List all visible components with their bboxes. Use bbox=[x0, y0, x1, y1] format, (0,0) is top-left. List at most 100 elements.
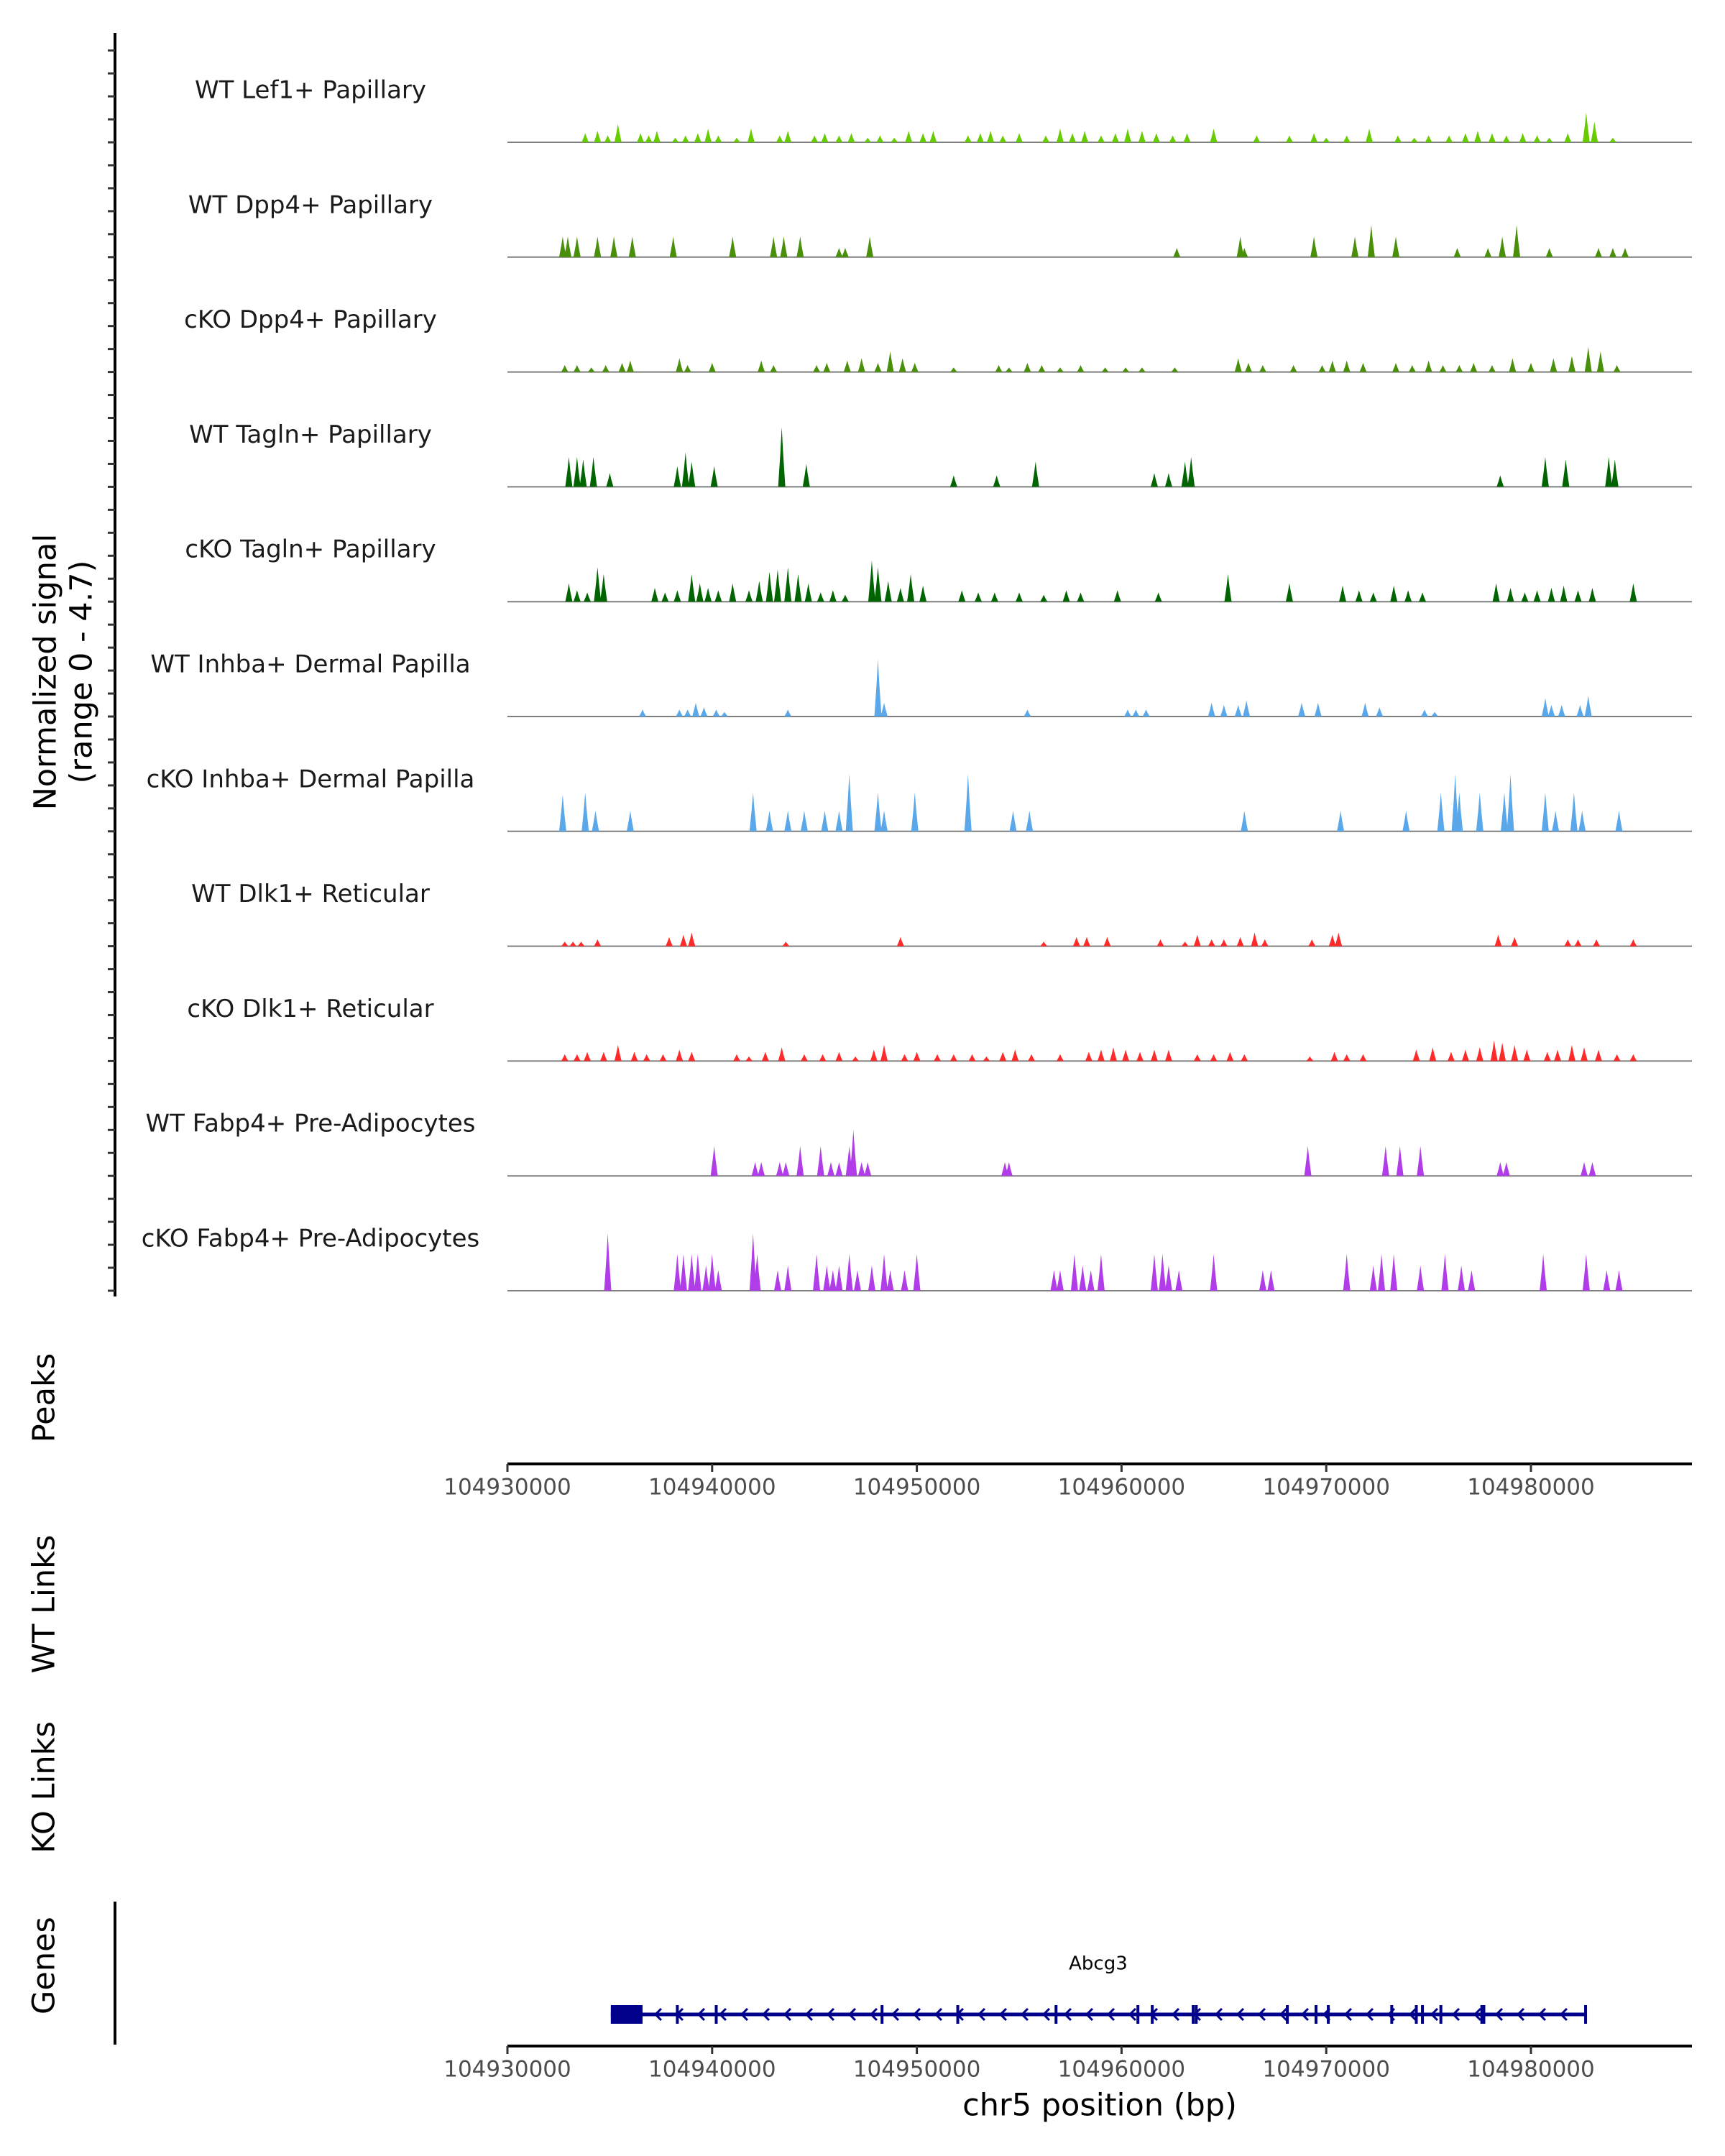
coverage-peak bbox=[1392, 362, 1400, 372]
coverage-peak bbox=[1150, 1049, 1158, 1061]
strand-arrow-icon bbox=[1149, 2007, 1159, 2022]
coverage-peak bbox=[784, 567, 792, 602]
coverage-peak bbox=[1251, 932, 1259, 946]
coverage-peak bbox=[688, 1253, 696, 1291]
coverage-peak bbox=[811, 135, 819, 142]
coverage-peak bbox=[1404, 590, 1412, 602]
coverage-peak bbox=[745, 1056, 753, 1061]
y-axis-title-line-2: (range 0 - 4.7) bbox=[64, 561, 100, 784]
coverage-peak bbox=[765, 811, 773, 831]
coverage-peak bbox=[669, 236, 677, 257]
track-cko-dpp4-papillary: cKO Dpp4+ Papillary bbox=[184, 305, 1692, 373]
coverage-peak bbox=[782, 1162, 790, 1176]
coverage-peak bbox=[1506, 774, 1514, 831]
x-tick-label: 104930000 bbox=[443, 2057, 571, 2083]
coverage-peak bbox=[1136, 1051, 1144, 1061]
coverage-peak bbox=[1304, 1146, 1312, 1176]
coverage-peak bbox=[993, 475, 1000, 487]
strand-arrow-icon bbox=[1365, 2007, 1374, 2022]
x-tick-label: 104960000 bbox=[1058, 2057, 1186, 2083]
coverage-peak bbox=[599, 1051, 607, 1061]
coverage-peak bbox=[874, 659, 882, 717]
coverage-peak bbox=[1220, 705, 1228, 717]
coverage-peak bbox=[1123, 128, 1131, 142]
coverage-peak bbox=[995, 365, 1003, 372]
coverage-peak bbox=[1410, 137, 1418, 142]
coverage-peak bbox=[749, 1233, 757, 1291]
strand-arrow-icon bbox=[675, 2007, 684, 2022]
coverage-peak bbox=[1330, 1051, 1338, 1061]
track-wt-inhba-dermal-papilla: WT Inhba+ Dermal Papilla bbox=[150, 650, 1692, 717]
coverage-peak bbox=[1581, 1162, 1588, 1176]
coverage-peak bbox=[1103, 936, 1111, 946]
coverage-peak bbox=[876, 135, 884, 142]
coverage-peak bbox=[1492, 583, 1500, 602]
coverage-peak bbox=[1306, 1056, 1314, 1061]
coverage-peak bbox=[1236, 936, 1244, 946]
coverage-peak bbox=[653, 131, 661, 142]
coverage-peak bbox=[710, 1146, 718, 1176]
coverage-peak bbox=[643, 1054, 650, 1061]
coverage-peak bbox=[673, 590, 681, 602]
strand-arrow-icon bbox=[1516, 2007, 1525, 2022]
strand-arrow-icon bbox=[955, 2007, 965, 2022]
coverage-peak bbox=[1079, 1265, 1087, 1291]
coverage-peak bbox=[1431, 711, 1439, 717]
track-cko-inhba-dermal-papilla: cKO Inhba+ Dermal Papilla bbox=[147, 765, 1692, 832]
coverage-peak bbox=[758, 1162, 765, 1176]
coverage-peak bbox=[1521, 592, 1529, 602]
coverage-peak bbox=[1110, 1047, 1118, 1061]
track-wt-dpp4-papillary: WT Dpp4+ Papillary bbox=[188, 190, 1692, 258]
coverage-peak bbox=[1285, 135, 1293, 142]
coverage-peak bbox=[1499, 1042, 1506, 1061]
coverage-peak bbox=[599, 573, 607, 602]
coverage-peak bbox=[919, 133, 927, 142]
coverage-peak bbox=[816, 1146, 824, 1176]
x-tick-label: 104970000 bbox=[1262, 1475, 1390, 1501]
coverage-peak bbox=[573, 365, 581, 372]
coverage-peak bbox=[1210, 1253, 1218, 1291]
coverage-peak bbox=[829, 1270, 837, 1291]
coverage-peak bbox=[1541, 456, 1549, 487]
coverage-peak bbox=[681, 135, 689, 142]
coverage-peak bbox=[794, 573, 802, 602]
coverage-peak bbox=[1328, 360, 1336, 372]
coverage-peak bbox=[1298, 702, 1306, 717]
coverage-peak bbox=[964, 135, 972, 142]
coverage-peak bbox=[896, 588, 904, 602]
gene-exon bbox=[1390, 2005, 1394, 2024]
coverage-peak bbox=[823, 1265, 831, 1291]
coverage-peak bbox=[964, 774, 972, 831]
gene-exon bbox=[714, 2005, 718, 2024]
coverage-peak bbox=[802, 464, 810, 487]
coverage-peak bbox=[1220, 939, 1228, 946]
coverage-peak bbox=[589, 456, 597, 487]
coverage-peak bbox=[1615, 811, 1623, 831]
coverage-peak bbox=[1138, 367, 1146, 372]
x-tick-label: 104980000 bbox=[1467, 2057, 1595, 2083]
gene-exon-block bbox=[610, 2005, 643, 2024]
coverage-peak bbox=[1420, 709, 1428, 717]
coverage-peak bbox=[1328, 934, 1336, 946]
coverage-peak bbox=[1451, 774, 1459, 831]
coverage-peak bbox=[1243, 700, 1251, 717]
gene-exon bbox=[1584, 2005, 1588, 2024]
coverage-peak bbox=[1582, 112, 1590, 142]
strand-arrow-icon bbox=[1041, 2007, 1051, 2022]
coverage-peak bbox=[753, 1253, 761, 1291]
coverage-peak bbox=[630, 1051, 638, 1061]
track-label: cKO Inhba+ Dermal Papilla bbox=[147, 765, 475, 793]
coverage-peak bbox=[1496, 475, 1504, 487]
coverage-peak bbox=[1056, 1054, 1064, 1061]
coverage-peak bbox=[708, 362, 716, 372]
coverage-peak bbox=[1394, 135, 1402, 142]
coverage-peak bbox=[604, 1233, 612, 1291]
coverage-peak bbox=[614, 1045, 622, 1061]
coverage-peak bbox=[1241, 1054, 1248, 1061]
coverage-peak bbox=[1366, 128, 1374, 142]
coverage-peak bbox=[823, 362, 831, 372]
coverage-peak bbox=[949, 1054, 957, 1061]
coverage-peak bbox=[704, 128, 712, 142]
coverage-peak bbox=[1193, 934, 1201, 946]
coverage-peak bbox=[1308, 939, 1316, 946]
